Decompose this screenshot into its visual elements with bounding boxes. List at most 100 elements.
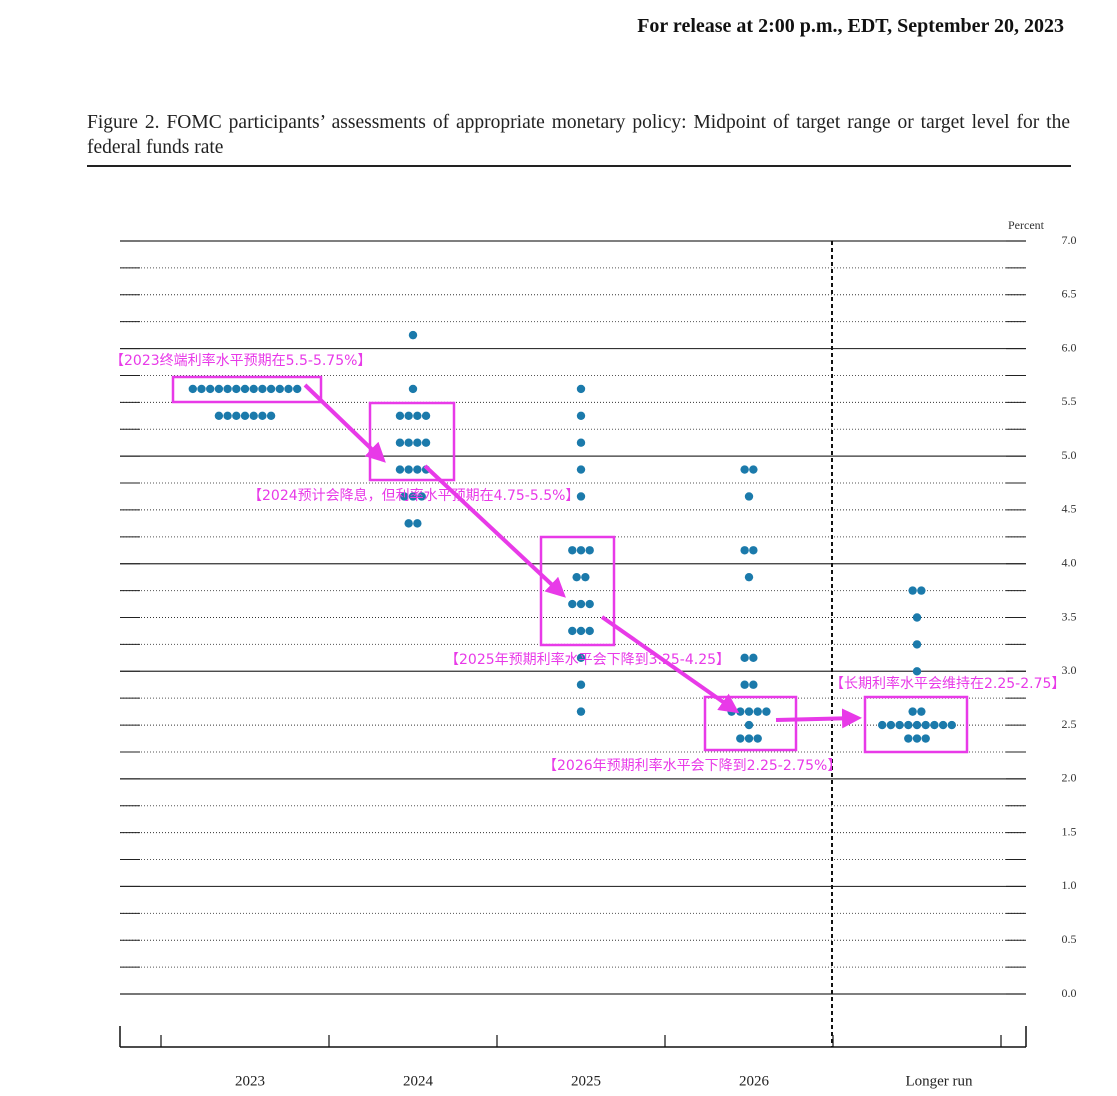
dot bbox=[585, 599, 594, 609]
dot bbox=[266, 384, 276, 394]
y-tick-label: 6.0 bbox=[1062, 340, 1077, 354]
dot bbox=[404, 519, 413, 528]
arrow bbox=[303, 383, 386, 463]
y-tick-label: 7.0 bbox=[1062, 233, 1077, 247]
annotation-layer bbox=[171, 375, 969, 754]
dot bbox=[576, 546, 586, 555]
dot bbox=[275, 384, 284, 394]
dot bbox=[568, 546, 577, 555]
dot bbox=[206, 384, 215, 394]
annotation: 【2024预计会降息，但利率水平预期在4.75-5.5%】 bbox=[248, 487, 579, 504]
annotation: 【2023终端利率水平预期在5.5-5.75%】 bbox=[110, 352, 371, 369]
dot bbox=[581, 572, 590, 582]
dot bbox=[576, 465, 586, 474]
dot bbox=[421, 411, 431, 421]
dot bbox=[886, 720, 896, 730]
dot bbox=[249, 384, 258, 394]
dot bbox=[417, 492, 426, 501]
dot bbox=[240, 411, 250, 421]
dot bbox=[197, 384, 206, 394]
dot bbox=[912, 720, 922, 730]
dots bbox=[188, 330, 956, 743]
y-tick-label: 3.0 bbox=[1062, 663, 1077, 677]
dot bbox=[930, 720, 939, 730]
dot bbox=[947, 720, 956, 730]
dot bbox=[293, 384, 302, 394]
highlight-box bbox=[171, 375, 323, 404]
dot bbox=[395, 438, 405, 447]
figure-title: Figure 2. FOMC participants’ assessments… bbox=[87, 112, 1070, 158]
annotation: 【2026年预期利率水平会下降到2.25-2.75%】 bbox=[543, 757, 841, 774]
y-tick-label: 5.5 bbox=[1062, 394, 1077, 408]
highlight-box bbox=[368, 401, 456, 482]
title-rule bbox=[87, 165, 1071, 167]
dot bbox=[921, 734, 930, 743]
dot bbox=[736, 707, 745, 716]
dot bbox=[744, 734, 754, 743]
dot bbox=[240, 384, 250, 394]
dot bbox=[749, 546, 758, 555]
x-tick-label: 2023 bbox=[235, 1073, 265, 1089]
dot bbox=[912, 640, 922, 649]
dot bbox=[572, 572, 581, 582]
dot bbox=[740, 465, 749, 474]
y-tick-label: 2.5 bbox=[1062, 717, 1077, 731]
dot bbox=[749, 653, 758, 663]
x-tick-label: Longer run bbox=[905, 1073, 973, 1089]
dot bbox=[576, 707, 586, 716]
y-tick-label: 0.5 bbox=[1062, 932, 1077, 946]
dot bbox=[421, 438, 431, 447]
annotation: 【长期利率水平会维持在2.25-2.75】 bbox=[830, 675, 1065, 692]
dot bbox=[576, 599, 586, 609]
dot bbox=[395, 411, 405, 421]
dot bbox=[912, 613, 922, 622]
dot bbox=[904, 734, 913, 743]
dot bbox=[762, 707, 771, 716]
dot bbox=[408, 330, 418, 340]
dot bbox=[404, 465, 413, 474]
dot bbox=[576, 438, 586, 447]
dot bbox=[266, 411, 276, 421]
dot bbox=[576, 411, 586, 421]
dot bbox=[576, 653, 586, 663]
y-tick-label: 4.0 bbox=[1062, 555, 1077, 569]
dot bbox=[395, 465, 405, 474]
dot bbox=[917, 707, 926, 716]
dot bbox=[744, 572, 754, 582]
dot bbox=[258, 384, 267, 394]
dot bbox=[404, 438, 413, 447]
dot bbox=[912, 734, 922, 743]
dot bbox=[249, 411, 258, 421]
dot bbox=[413, 465, 422, 474]
dot bbox=[736, 734, 745, 743]
dot bbox=[568, 626, 577, 636]
annotation: 【2025年预期利率水平会下降到3.25-4.25】 bbox=[445, 651, 730, 668]
dot bbox=[188, 384, 197, 394]
dot bbox=[740, 546, 749, 555]
dot bbox=[400, 492, 409, 501]
highlight-box bbox=[863, 695, 969, 754]
dot bbox=[214, 384, 224, 394]
dot bbox=[585, 546, 594, 555]
dot bbox=[576, 626, 586, 636]
y-tick-label: 5.0 bbox=[1062, 448, 1077, 462]
dot bbox=[284, 384, 293, 394]
y-tick-label: 4.5 bbox=[1062, 502, 1077, 516]
dot bbox=[904, 720, 913, 730]
y-tick-label: 2.0 bbox=[1062, 771, 1077, 785]
dot bbox=[744, 707, 754, 716]
dot bbox=[576, 384, 586, 394]
dot bbox=[408, 492, 418, 501]
arrow bbox=[423, 464, 566, 598]
dot bbox=[917, 586, 926, 595]
y-axis-label: Percent bbox=[1008, 218, 1045, 232]
dot bbox=[232, 411, 241, 421]
x-tick-label: 2024 bbox=[403, 1073, 434, 1089]
arrow bbox=[775, 708, 862, 729]
dot bbox=[214, 411, 224, 421]
highlight-box bbox=[539, 535, 616, 647]
dot bbox=[740, 680, 749, 689]
dot bbox=[258, 411, 267, 421]
